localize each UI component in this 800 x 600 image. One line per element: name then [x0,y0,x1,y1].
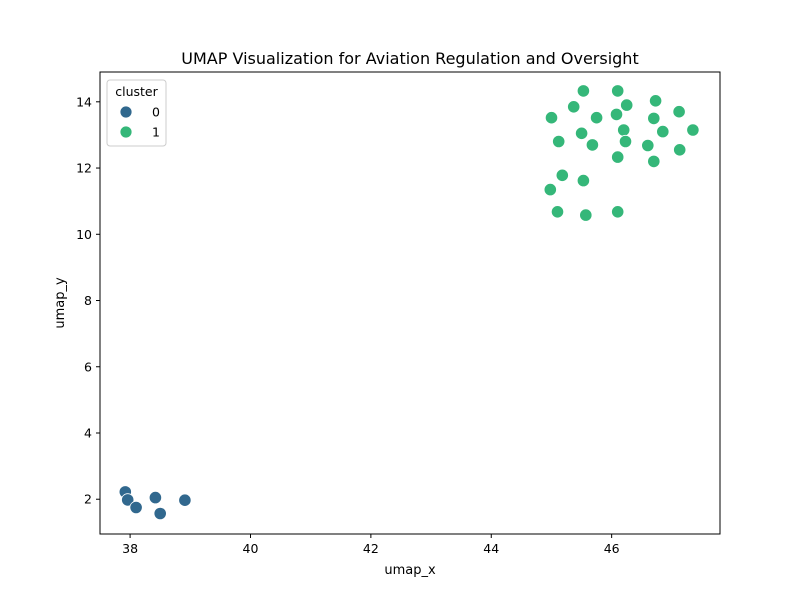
data-point-cluster-1 [611,150,625,164]
legend: cluster 0 1 [106,79,167,147]
legend-title: cluster [115,84,158,99]
legend-marker-cluster-0 [119,105,133,119]
y-tick-label: 10 [76,227,92,242]
data-point-cluster-0 [148,490,162,505]
data-point-cluster-0 [121,493,135,507]
data-point-cluster-1 [574,126,589,140]
chart-title: UMAP Visualization for Aviation Regulati… [181,49,638,68]
data-point-cluster-1 [672,105,686,119]
y-tick-label: 8 [84,293,92,308]
data-point-cluster-1 [641,138,655,153]
y-tick-label: 4 [84,425,92,440]
y-tick-label: 14 [76,94,92,109]
data-point-cluster-1 [579,208,593,222]
data-point-cluster-1 [585,138,600,152]
axes-frame [99,71,721,535]
data-point-cluster-1 [609,107,624,122]
x-tick-label: 40 [243,541,259,556]
data-point-cluster-1 [543,183,557,197]
legend-label-cluster-1: 1 [152,125,160,140]
plot-area [118,84,700,521]
data-point-cluster-1 [550,205,565,219]
data-point-cluster-1 [611,84,625,98]
legend-label-cluster-0: 0 [152,105,160,120]
data-point-cluster-0 [129,500,143,515]
data-point-cluster-1 [686,123,700,137]
data-point-cluster-1 [620,98,634,112]
data-point-cluster-1 [589,111,604,125]
data-point-cluster-1 [647,111,661,126]
y-tick-label: 6 [84,359,92,374]
x-axis: 38 40 42 44 46 [122,534,620,556]
x-tick-label: 38 [122,541,138,556]
data-point-cluster-1 [648,94,663,108]
x-tick-label: 46 [604,541,620,556]
data-point-cluster-1 [656,125,670,139]
data-point-cluster-0 [178,493,192,507]
data-point-cluster-1 [617,123,631,137]
data-point-cluster-1 [611,205,625,219]
y-axis-label: umap_y [53,277,68,329]
data-point-cluster-1 [555,168,569,182]
x-axis-label: umap_x [384,563,436,578]
data-point-cluster-1 [576,84,591,98]
y-tick-label: 2 [84,492,92,507]
data-point-cluster-1 [647,154,661,168]
y-tick-label: 12 [76,161,92,176]
data-point-cluster-1 [567,100,581,114]
data-point-cluster-0 [153,506,167,521]
data-point-cluster-1 [544,111,559,125]
data-point-cluster-1 [618,134,633,149]
data-point-cluster-1 [673,143,687,157]
x-tick-label: 42 [363,541,379,556]
legend-marker-cluster-1 [119,125,133,139]
y-axis: 2 4 6 8 10 12 14 [76,94,100,507]
data-point-cluster-1 [576,174,591,188]
x-tick-label: 44 [483,541,499,556]
data-point-cluster-1 [552,134,566,149]
